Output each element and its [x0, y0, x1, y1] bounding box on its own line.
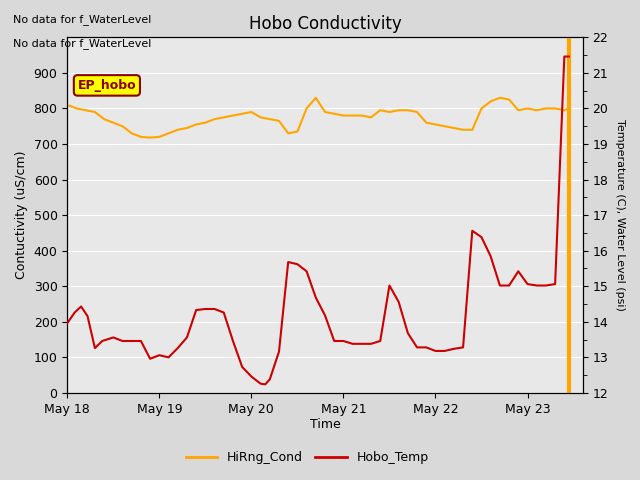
Text: No data for f_WaterLevel: No data for f_WaterLevel — [13, 14, 151, 25]
Text: No data for f_WaterLevel: No data for f_WaterLevel — [13, 38, 151, 49]
Text: EP_hobo: EP_hobo — [77, 79, 136, 92]
Title: Hobo Conductivity: Hobo Conductivity — [248, 15, 401, 33]
X-axis label: Time: Time — [310, 419, 340, 432]
Y-axis label: Contuctivity (uS/cm): Contuctivity (uS/cm) — [15, 151, 28, 279]
Y-axis label: Temperature (C), Water Level (psi): Temperature (C), Water Level (psi) — [615, 119, 625, 311]
Legend: HiRng_Cond, Hobo_Temp: HiRng_Cond, Hobo_Temp — [180, 446, 434, 469]
